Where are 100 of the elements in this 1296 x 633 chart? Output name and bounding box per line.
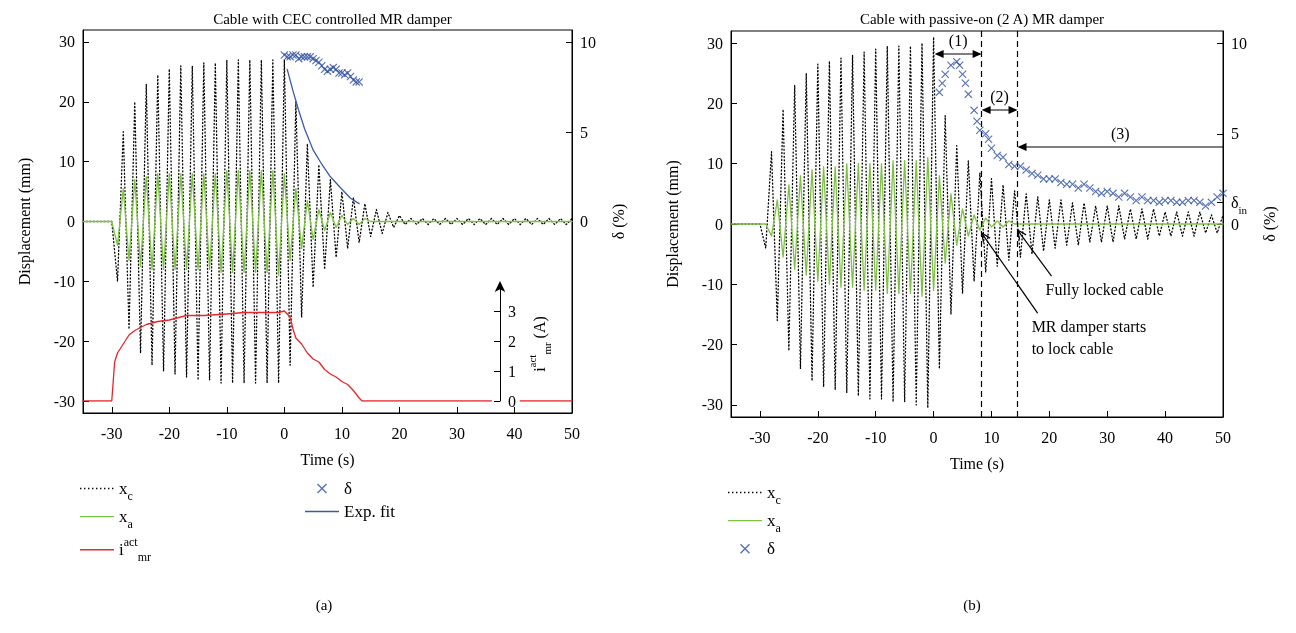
chart-title: Cable with CEC controlled MR damper <box>213 10 452 27</box>
y-tick-label: -10 <box>53 272 75 290</box>
y3-tick-label: 2 <box>508 332 516 350</box>
y3-tick-label: 3 <box>508 302 516 320</box>
y-tick-label: 10 <box>59 153 75 171</box>
y-tick-label: 0 <box>715 215 723 233</box>
x-tick-label: 20 <box>391 425 408 443</box>
point <box>955 61 964 70</box>
y2-tick-label: 5 <box>1231 125 1239 143</box>
y3-tick-label: 0 <box>508 392 516 410</box>
y2-tick-label: 0 <box>580 213 588 230</box>
point <box>1195 198 1204 207</box>
point <box>1219 189 1227 198</box>
annotation: (3) <box>1110 124 1130 143</box>
x-tick-label: 50 <box>564 425 580 443</box>
x-axis-title: Time (s) <box>949 455 1005 474</box>
chart-title: Cable with passive-on (2 A) MR damper <box>859 10 1105 28</box>
x-tick-label: -20 <box>807 429 829 447</box>
point <box>1114 192 1123 201</box>
point <box>941 70 950 79</box>
point <box>1155 198 1164 207</box>
point <box>1201 201 1210 210</box>
y3-axis-title: iactmr (A) <box>526 316 553 372</box>
y2-tick-label: 10 <box>580 34 596 52</box>
x-axis-title: Time (s) <box>300 451 355 470</box>
point <box>1085 183 1094 192</box>
y-tick-label: -30 <box>701 396 723 414</box>
y-tick-label: 0 <box>67 213 75 230</box>
y-tick-label: -30 <box>53 392 75 410</box>
text: (b) <box>963 596 981 614</box>
annotation: Fully locked cable <box>1045 280 1164 299</box>
x-tick-label: -20 <box>158 425 180 443</box>
y2-tick-label: 10 <box>1231 35 1247 53</box>
point <box>1207 198 1216 207</box>
point <box>1016 162 1025 171</box>
point <box>970 106 979 115</box>
text: (a) <box>315 596 333 614</box>
point <box>958 70 967 79</box>
point <box>935 88 944 97</box>
line-series <box>82 169 573 277</box>
y2-tick-label: 5 <box>580 123 588 141</box>
line-series <box>730 157 1224 298</box>
legend-label: Exp. fit <box>344 502 396 521</box>
annotation: (2) <box>990 87 1009 106</box>
x-tick-label: 20 <box>1041 429 1058 447</box>
point <box>1080 180 1089 189</box>
y-axis-title: Displacement (mm) <box>663 160 682 288</box>
y-tick-label: 20 <box>59 93 75 111</box>
point <box>987 144 996 153</box>
point <box>938 79 947 88</box>
point <box>1103 187 1112 196</box>
y2-axis-title: δ (%) <box>1261 206 1280 242</box>
annotation: (1) <box>948 31 968 50</box>
point <box>964 90 973 99</box>
x-tick-label: 40 <box>506 425 523 443</box>
point <box>1213 192 1222 201</box>
point <box>1109 189 1118 198</box>
line-series <box>286 68 360 205</box>
y-tick-label: 10 <box>707 155 723 173</box>
x-tick-label: -30 <box>749 429 771 447</box>
y3-tick-label: 1 <box>508 362 516 380</box>
x-tick-label: 30 <box>1099 429 1116 447</box>
legend-label: δ <box>767 539 776 559</box>
point <box>981 129 990 138</box>
point <box>961 79 970 88</box>
point <box>1045 174 1054 183</box>
x-tick-label: -30 <box>101 425 123 443</box>
point <box>1051 174 1060 183</box>
x-tick-label: -10 <box>216 425 238 443</box>
x-tick-label: 0 <box>929 429 938 447</box>
point <box>1097 189 1106 198</box>
y-tick-label: 20 <box>707 94 723 112</box>
point <box>1143 196 1152 205</box>
y2-tick-label: 0 <box>1231 215 1239 233</box>
point <box>1004 160 1013 169</box>
x-tick-label: 0 <box>280 425 289 443</box>
y-tick-label: 30 <box>59 33 75 51</box>
x-tick-label: 10 <box>983 429 1000 447</box>
point <box>1126 192 1135 201</box>
point <box>1074 183 1083 192</box>
x-tick-label: 50 <box>1215 429 1231 447</box>
x-tick-label: 30 <box>448 425 465 443</box>
point <box>975 126 984 135</box>
point <box>993 151 1002 160</box>
y-tick-label: -10 <box>701 275 723 293</box>
y-tick-label: -20 <box>701 336 723 354</box>
point <box>1022 165 1031 174</box>
point <box>1132 196 1141 205</box>
x-tick-label: 40 <box>1157 429 1174 447</box>
point <box>999 153 1008 162</box>
y-tick-label: 30 <box>707 34 723 52</box>
legend-label: δ <box>344 479 353 498</box>
annotation: MR damper starts to lock cable <box>1031 317 1151 357</box>
point <box>1120 189 1129 198</box>
point <box>1033 171 1042 180</box>
y2-axis-title: δ (%) <box>610 203 629 240</box>
y-tick-label: -20 <box>53 332 75 350</box>
y-axis-title: Displacement (mm) <box>15 157 34 286</box>
point <box>984 135 993 144</box>
point <box>946 61 955 70</box>
